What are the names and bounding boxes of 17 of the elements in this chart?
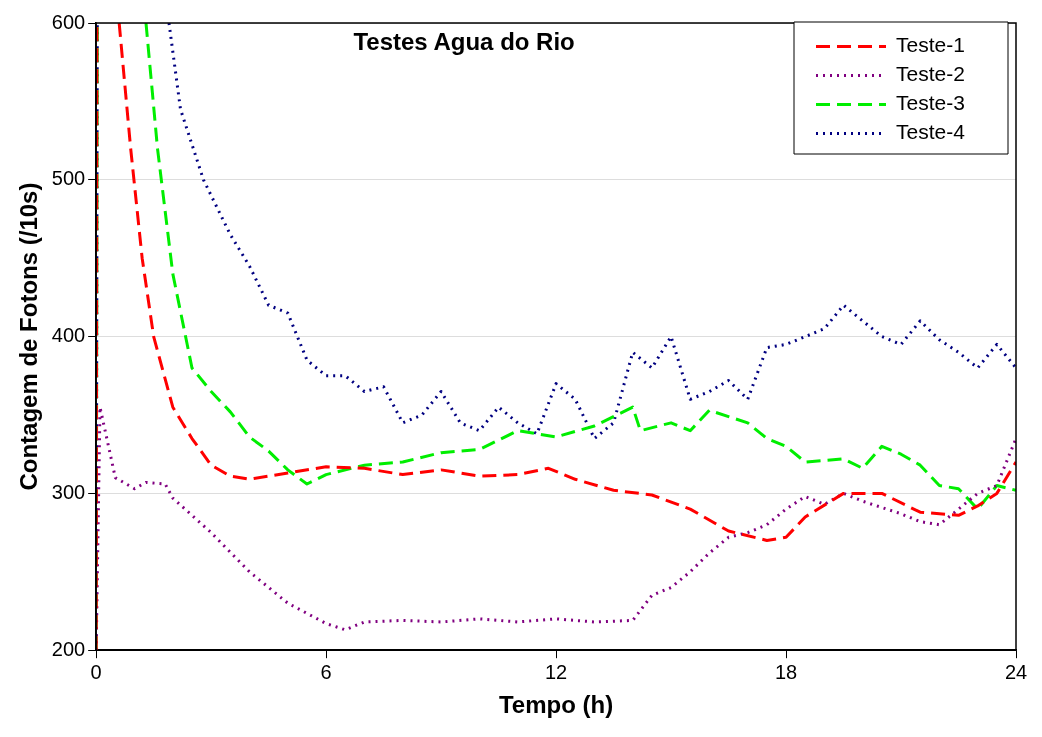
x-tick-label: 0 [90,660,102,683]
legend-label: Teste-2 [896,62,965,86]
chart-title: Testes Agua do Rio [353,27,575,55]
x-tick-label: 12 [544,660,568,683]
legend-label: Teste-4 [896,120,966,144]
y-tick-label: 400 [51,324,86,347]
y-tick-label: 200 [51,637,86,660]
y-tick-label: 500 [51,167,86,190]
x-tick-label: 6 [320,660,332,683]
legend-label: Teste-3 [896,91,965,115]
legend-label: Teste-1 [896,33,965,57]
x-axis-title: Tempo (h) [498,691,614,719]
y-tick-label: 600 [51,10,86,33]
y-axis-title: Contagem de Fotons (/10s) [15,182,43,491]
x-tick-label: 24 [1004,660,1028,683]
y-tick-label: 300 [51,480,86,503]
x-tick-label: 18 [774,660,798,683]
